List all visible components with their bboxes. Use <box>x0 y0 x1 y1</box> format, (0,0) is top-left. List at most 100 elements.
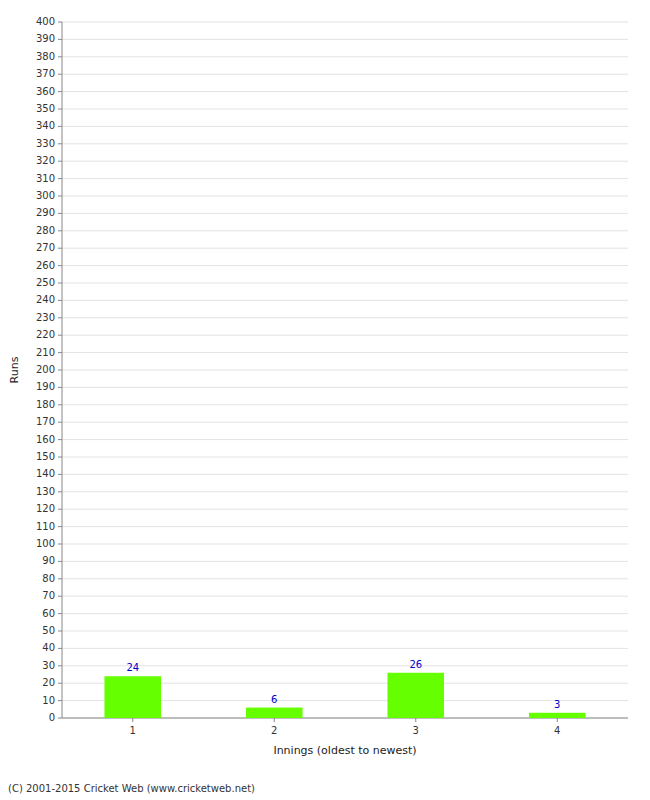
grid-line <box>62 561 628 562</box>
bar <box>246 708 303 718</box>
y-tick <box>58 230 62 231</box>
grid-line <box>62 648 628 649</box>
y-tick-label: 210 <box>36 347 55 358</box>
grid-line <box>62 474 628 475</box>
grid-line <box>62 143 628 144</box>
y-tick-label: 10 <box>42 695 55 706</box>
y-tick <box>58 596 62 597</box>
grid-line <box>62 248 628 249</box>
y-axis-label: Runs <box>8 356 21 383</box>
y-tick-label: 340 <box>36 120 55 131</box>
grid-line <box>62 126 628 127</box>
y-tick <box>58 648 62 649</box>
y-tick-label: 240 <box>36 294 55 305</box>
y-tick-label: 260 <box>36 260 55 271</box>
y-tick-label: 80 <box>42 573 55 584</box>
y-tick <box>58 683 62 684</box>
y-tick <box>58 631 62 632</box>
y-tick-label: 230 <box>36 312 55 323</box>
y-tick <box>58 578 62 579</box>
grid <box>62 22 628 718</box>
y-tick <box>58 109 62 110</box>
y-tick <box>58 561 62 562</box>
grid-line <box>62 265 628 266</box>
y-tick <box>58 457 62 458</box>
x-tick-label: 2 <box>271 725 277 736</box>
grid-line <box>62 74 628 75</box>
grid-line <box>62 352 628 353</box>
chart-svg: 0102030405060708090100110120130140150160… <box>0 0 650 800</box>
x-axis-label: Innings (oldest to newest) <box>273 744 416 757</box>
x-tick <box>132 718 133 722</box>
grid-line <box>62 387 628 388</box>
y-tick <box>58 91 62 92</box>
y-tick-label: 250 <box>36 277 55 288</box>
grid-line <box>62 109 628 110</box>
x-tick-label: 3 <box>413 725 419 736</box>
grid-line <box>62 491 628 492</box>
y-tick-label: 160 <box>36 434 55 445</box>
y-tick <box>58 526 62 527</box>
y-tick-label: 190 <box>36 381 55 392</box>
y-tick-label: 360 <box>36 86 55 97</box>
x-tick <box>557 718 558 722</box>
y-tick-label: 270 <box>36 242 55 253</box>
chart-container: 0102030405060708090100110120130140150160… <box>0 0 650 800</box>
data-label: 3 <box>554 699 560 710</box>
bar <box>387 673 444 718</box>
y-tick-label: 220 <box>36 329 55 340</box>
data-label: 24 <box>126 662 139 673</box>
y-tick <box>58 370 62 371</box>
grid-line <box>62 213 628 214</box>
y-tick-label: 350 <box>36 103 55 114</box>
data-labels: 24 6 26 3 <box>126 659 560 710</box>
y-tick-label: 290 <box>36 207 55 218</box>
y-tick <box>58 213 62 214</box>
y-tick <box>58 161 62 162</box>
grid-line <box>62 613 628 614</box>
y-tick <box>58 178 62 179</box>
y-tick <box>58 317 62 318</box>
data-label: 26 <box>409 659 422 670</box>
grid-line <box>62 509 628 510</box>
grid-line <box>62 300 628 301</box>
grid-line <box>62 370 628 371</box>
grid-line <box>62 161 628 162</box>
grid-line <box>62 335 628 336</box>
y-tick-label: 200 <box>36 364 55 375</box>
y-tick <box>58 196 62 197</box>
y-tick-label: 110 <box>36 521 55 532</box>
grid-line <box>62 39 628 40</box>
grid-line <box>62 544 628 545</box>
y-tick <box>58 509 62 510</box>
grid-line <box>62 578 628 579</box>
y-tick <box>58 491 62 492</box>
y-tick-label: 100 <box>36 538 55 549</box>
grid-line <box>62 230 628 231</box>
y-tick <box>58 22 62 23</box>
grid-line <box>62 631 628 632</box>
y-tick-label: 30 <box>42 660 55 671</box>
data-label: 6 <box>271 694 277 705</box>
y-tick <box>58 718 62 719</box>
y-tick-label: 120 <box>36 503 55 514</box>
y-tick-label: 330 <box>36 138 55 149</box>
y-tick <box>58 74 62 75</box>
y-tick-label: 280 <box>36 225 55 236</box>
y-tick <box>58 404 62 405</box>
grid-line <box>62 422 628 423</box>
grid-line <box>62 22 628 23</box>
y-axis-line <box>62 22 63 718</box>
grid-line <box>62 91 628 92</box>
grid-line <box>62 457 628 458</box>
y-tick-label: 130 <box>36 486 55 497</box>
grid-line <box>62 439 628 440</box>
y-tick-label: 0 <box>49 712 55 723</box>
grid-line <box>62 317 628 318</box>
y-tick-label: 20 <box>42 677 55 688</box>
y-tick <box>58 126 62 127</box>
grid-line <box>62 56 628 57</box>
x-tick <box>415 718 416 722</box>
bars <box>104 673 585 718</box>
y-tick <box>58 474 62 475</box>
